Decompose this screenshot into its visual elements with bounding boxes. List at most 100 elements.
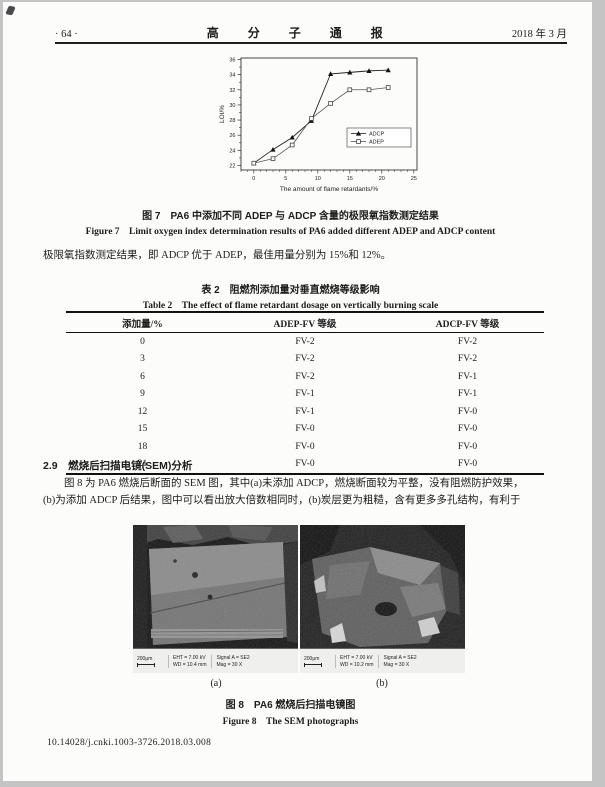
svg-text:LOI/%: LOI/% [219,105,226,123]
table-cell: FV-2 [295,354,315,365]
table-cell: FV-1 [295,406,315,417]
table-cell: 3 [140,354,145,365]
table-cell: FV-0 [457,424,478,435]
sem-micrograph-b [300,525,465,648]
sem-label-b: (b) [376,678,388,689]
figure8-sem-images: 200μm EHT = 7.00 kV WD = 10.4 mm Signal … [133,525,465,673]
svg-text:15: 15 [347,176,353,182]
body-paragraph-1: 极限氧指数测定结果，即 ADCP 优于 ADEP，最佳用量分别为 15%和 12… [43,250,392,261]
svg-text:22: 22 [229,163,235,169]
table-cell: 21 [137,459,148,470]
table2-caption-en: Table 2 The effect of flame retardant do… [142,301,439,311]
sem-sub-labels: (a) (b) [133,678,465,689]
sem-info-bar-a: 200μm EHT = 7.00 kV WD = 10.4 mm Signal … [133,648,298,673]
sem-signal: Signal A = SE2 [383,654,417,661]
scale-bar-icon [137,662,155,667]
sem-wd: WD = 10.4 mm [173,661,207,668]
svg-text:34: 34 [229,73,235,79]
table-row: 12 FV-1 FV-0 [66,403,544,421]
table-cell: FV-0 [295,424,315,435]
section-heading-2-9: 2.9 燃烧后扫描电镜(SEM)分析 [43,460,193,472]
table-cell: 6 [140,371,145,382]
dosage-table-header: 添加量/% ADEP-FV 等级 ADCP-FV 等级 [66,312,544,333]
doi-text: 10.14028/j.cnki.1003-3726.2018.03.008 [47,738,212,748]
svg-text:30: 30 [229,103,235,109]
svg-text:0: 0 [252,176,255,182]
table-cell: 18 [137,441,148,452]
table-cell: FV-0 [457,459,478,470]
sem-mag: Mag = 30 X [216,661,243,668]
paragraph-line: (b)为添加 ADCP 后结果，图中可以看出放大倍数相同时，(b)炭层更为粗糙，… [43,495,521,506]
sem-micrograph-a [133,525,298,648]
table-cell: FV-0 [457,406,478,417]
sem-signal: Signal A = SE2 [216,654,250,661]
table-cell: FV-2 [295,336,315,347]
table-row: 15 FV-0 FV-0 [66,421,544,439]
table-cell: FV-0 [295,459,315,470]
scale-bar-icon [304,662,322,667]
table-cell: 0 [140,336,145,347]
column-header-adep-fv: ADEP-FV 等级 [218,312,392,333]
table-row: 3 FV-2 FV-2 [66,351,544,369]
table-row: 9 FV-1 FV-1 [66,386,544,404]
loi-chart-svg: 22 24 26 28 30 32 34 36 0 5 10 15 20 25 The amount of … [219,58,418,193]
sem-image-b: 200μm EHT = 7.00 kV WD = 10.2 mm Signal … [300,525,465,673]
page: · 64 · 高 分 子 通 报 2018 年 3 月 22 24 26 28 30 32… [3,2,592,781]
table-cell: FV-1 [457,371,478,382]
body-paragraph-2: 图 8 为 PA6 燃烧后断面的 SEM 图，其中(a)未添加 ADCP，燃烧断… [43,475,571,509]
loi-line-chart: 22 24 26 28 30 32 34 36 0 5 10 15 20 25 The amount of … [215,52,427,202]
table-row: 0 FV-2 FV-2 [66,333,544,351]
page-header: · 64 · 高 分 子 通 报 2018 年 3 月 [55,24,567,41]
sem-eht: EHT = 7.00 kV [173,654,206,661]
table-row: 18 FV-0 FV-0 [66,438,544,456]
svg-text:24: 24 [229,148,235,154]
table-cell: 12 [137,406,148,417]
svg-text:28: 28 [229,118,235,124]
table-row: 21 FV-0 FV-0 [66,456,544,475]
svg-text:26: 26 [229,133,235,139]
issue-date: 2018 年 3 月 [511,29,567,40]
svg-text:ADCP: ADCP [369,132,385,138]
figure8-caption-en: Figure 8 The SEM photographs [222,717,359,727]
table2-caption-zh: 表 2 阻燃剂添加量对垂直燃烧等级影响 [201,285,380,296]
table-cell: FV-1 [295,389,315,400]
scale-label: 200μm [137,655,153,662]
svg-text:25: 25 [411,176,417,182]
svg-text:The amount of flame retardants: The amount of flame retardants/% [280,186,378,193]
scan-artifact-mark [5,5,16,16]
svg-text:10: 10 [315,176,321,182]
table-cell: 15 [137,424,148,435]
table-cell: FV-0 [457,441,478,452]
figure7-caption-en: Figure 7 Limit oxygen index determinatio… [85,227,496,237]
sem-image-a: 200μm EHT = 7.00 kV WD = 10.4 mm Signal … [133,525,298,673]
table-cell: FV-1 [457,389,478,400]
table-header-row: 添加量/% ADEP-FV 等级 ADCP-FV 等级 [66,312,544,333]
svg-text:ADEP: ADEP [369,140,384,146]
sem-info-bar-b: 200μm EHT = 7.00 kV WD = 10.2 mm Signal … [300,648,465,673]
table-cell: FV-0 [295,441,315,452]
scale-label: 200μm [304,655,320,662]
sem-mag: Mag = 30 X [383,661,410,668]
header-rule [55,42,567,44]
svg-text:20: 20 [379,176,385,182]
figure8-caption-zh: 图 8 PA6 燃烧后扫描电镜图 [225,700,356,711]
sem-eht: EHT = 7.00 kV [340,654,373,661]
table-cell: FV-2 [457,336,478,347]
table-row: 6 FV-2 FV-1 [66,368,544,386]
svg-text:32: 32 [229,88,235,94]
column-header-dosage: 添加量/% [66,312,219,333]
svg-text:5: 5 [284,176,287,182]
journal-title: 高 分 子 通 报 [206,26,396,40]
figure7-caption-zh: 图 7 PA6 中添加不同 ADEP 与 ADCP 含量的极限氧指数测定结果 [142,211,439,222]
svg-text:36: 36 [229,58,235,64]
table-cell: FV-2 [295,371,315,382]
column-header-adcp-fv: ADCP-FV 等级 [391,312,544,333]
page-number: · 64 · [55,29,78,40]
dosage-table-body: 0 FV-2 FV-2 3 FV-2 FV-2 6 FV-2 FV-1 9 FV-1 FV-1 12 FV… [66,333,544,475]
table-cell: FV-2 [457,354,478,365]
sem-wd: WD = 10.2 mm [340,661,374,668]
table-cell: 9 [140,389,145,400]
sem-label-a: (a) [210,678,222,689]
dosage-table: 添加量/% ADEP-FV 等级 ADCP-FV 等级 0 FV-2 FV-2 3 FV… [66,311,544,475]
